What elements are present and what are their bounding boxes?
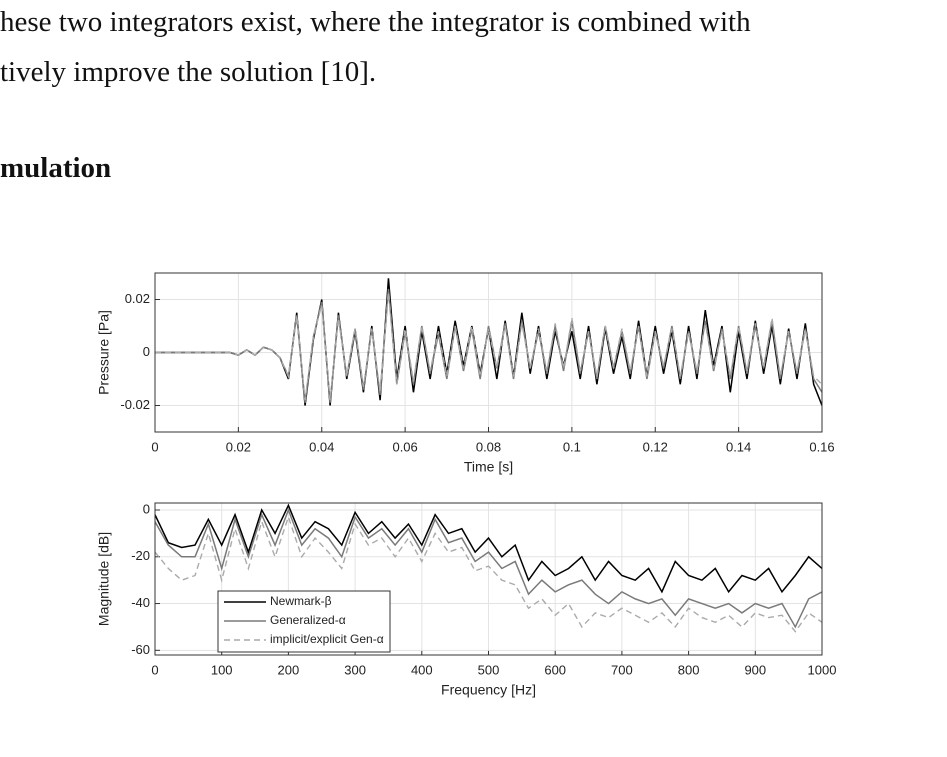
x-tick-label: 0.12 xyxy=(643,439,668,454)
x-tick-label: 1000 xyxy=(808,662,837,677)
legend-label: implicit/explicit Gen-α xyxy=(270,632,384,646)
plot-frame xyxy=(154,502,823,656)
x-tick-label: 500 xyxy=(478,662,500,677)
y-tick-label: -60 xyxy=(131,642,150,657)
x-tick-label: 0 xyxy=(151,439,158,454)
x-tick-label: 0.14 xyxy=(726,439,751,454)
y-tick-label: 0 xyxy=(143,501,150,516)
legend-label: Newmark-β xyxy=(270,594,332,608)
y-axis-label: Pressure [Pa] xyxy=(96,310,112,395)
data-line xyxy=(155,503,822,594)
x-tick-label: 0 xyxy=(151,662,158,677)
x-tick-label: 800 xyxy=(678,662,700,677)
data-line xyxy=(155,507,822,629)
y-tick-label: -20 xyxy=(131,548,150,563)
x-tick-label: 900 xyxy=(744,662,766,677)
x-tick-label: 200 xyxy=(278,662,300,677)
data-line xyxy=(155,514,822,633)
text-line: hese two integrators exist, where the in… xyxy=(0,6,751,38)
x-tick-label: 400 xyxy=(411,662,433,677)
data-line xyxy=(155,288,822,403)
y-tick-label: -40 xyxy=(131,595,150,610)
legend-label: Generalized-α xyxy=(270,613,346,627)
plot-frame xyxy=(154,272,823,433)
y-tick-label: 0.02 xyxy=(125,291,150,306)
x-tick-label: 0.16 xyxy=(809,439,834,454)
text-line: tively improve the solution [10]. xyxy=(0,56,377,88)
y-tick-label: 0 xyxy=(143,344,150,359)
section-heading: mulation xyxy=(0,152,112,184)
x-tick-label: 700 xyxy=(611,662,633,677)
x-tick-label: 600 xyxy=(544,662,566,677)
x-tick-label: 0.04 xyxy=(309,439,334,454)
x-tick-label: 300 xyxy=(344,662,366,677)
x-tick-label: 0.08 xyxy=(476,439,501,454)
x-axis-label: Frequency [Hz] xyxy=(441,682,536,698)
x-tick-label: 0.02 xyxy=(226,439,251,454)
x-tick-label: 0.06 xyxy=(392,439,417,454)
y-axis-label: Magnitude [dB] xyxy=(96,532,112,626)
x-axis-label: Time [s] xyxy=(464,459,513,475)
x-tick-label: 0.1 xyxy=(563,439,581,454)
x-tick-label: 100 xyxy=(211,662,233,677)
y-tick-label: -0.02 xyxy=(120,397,150,412)
